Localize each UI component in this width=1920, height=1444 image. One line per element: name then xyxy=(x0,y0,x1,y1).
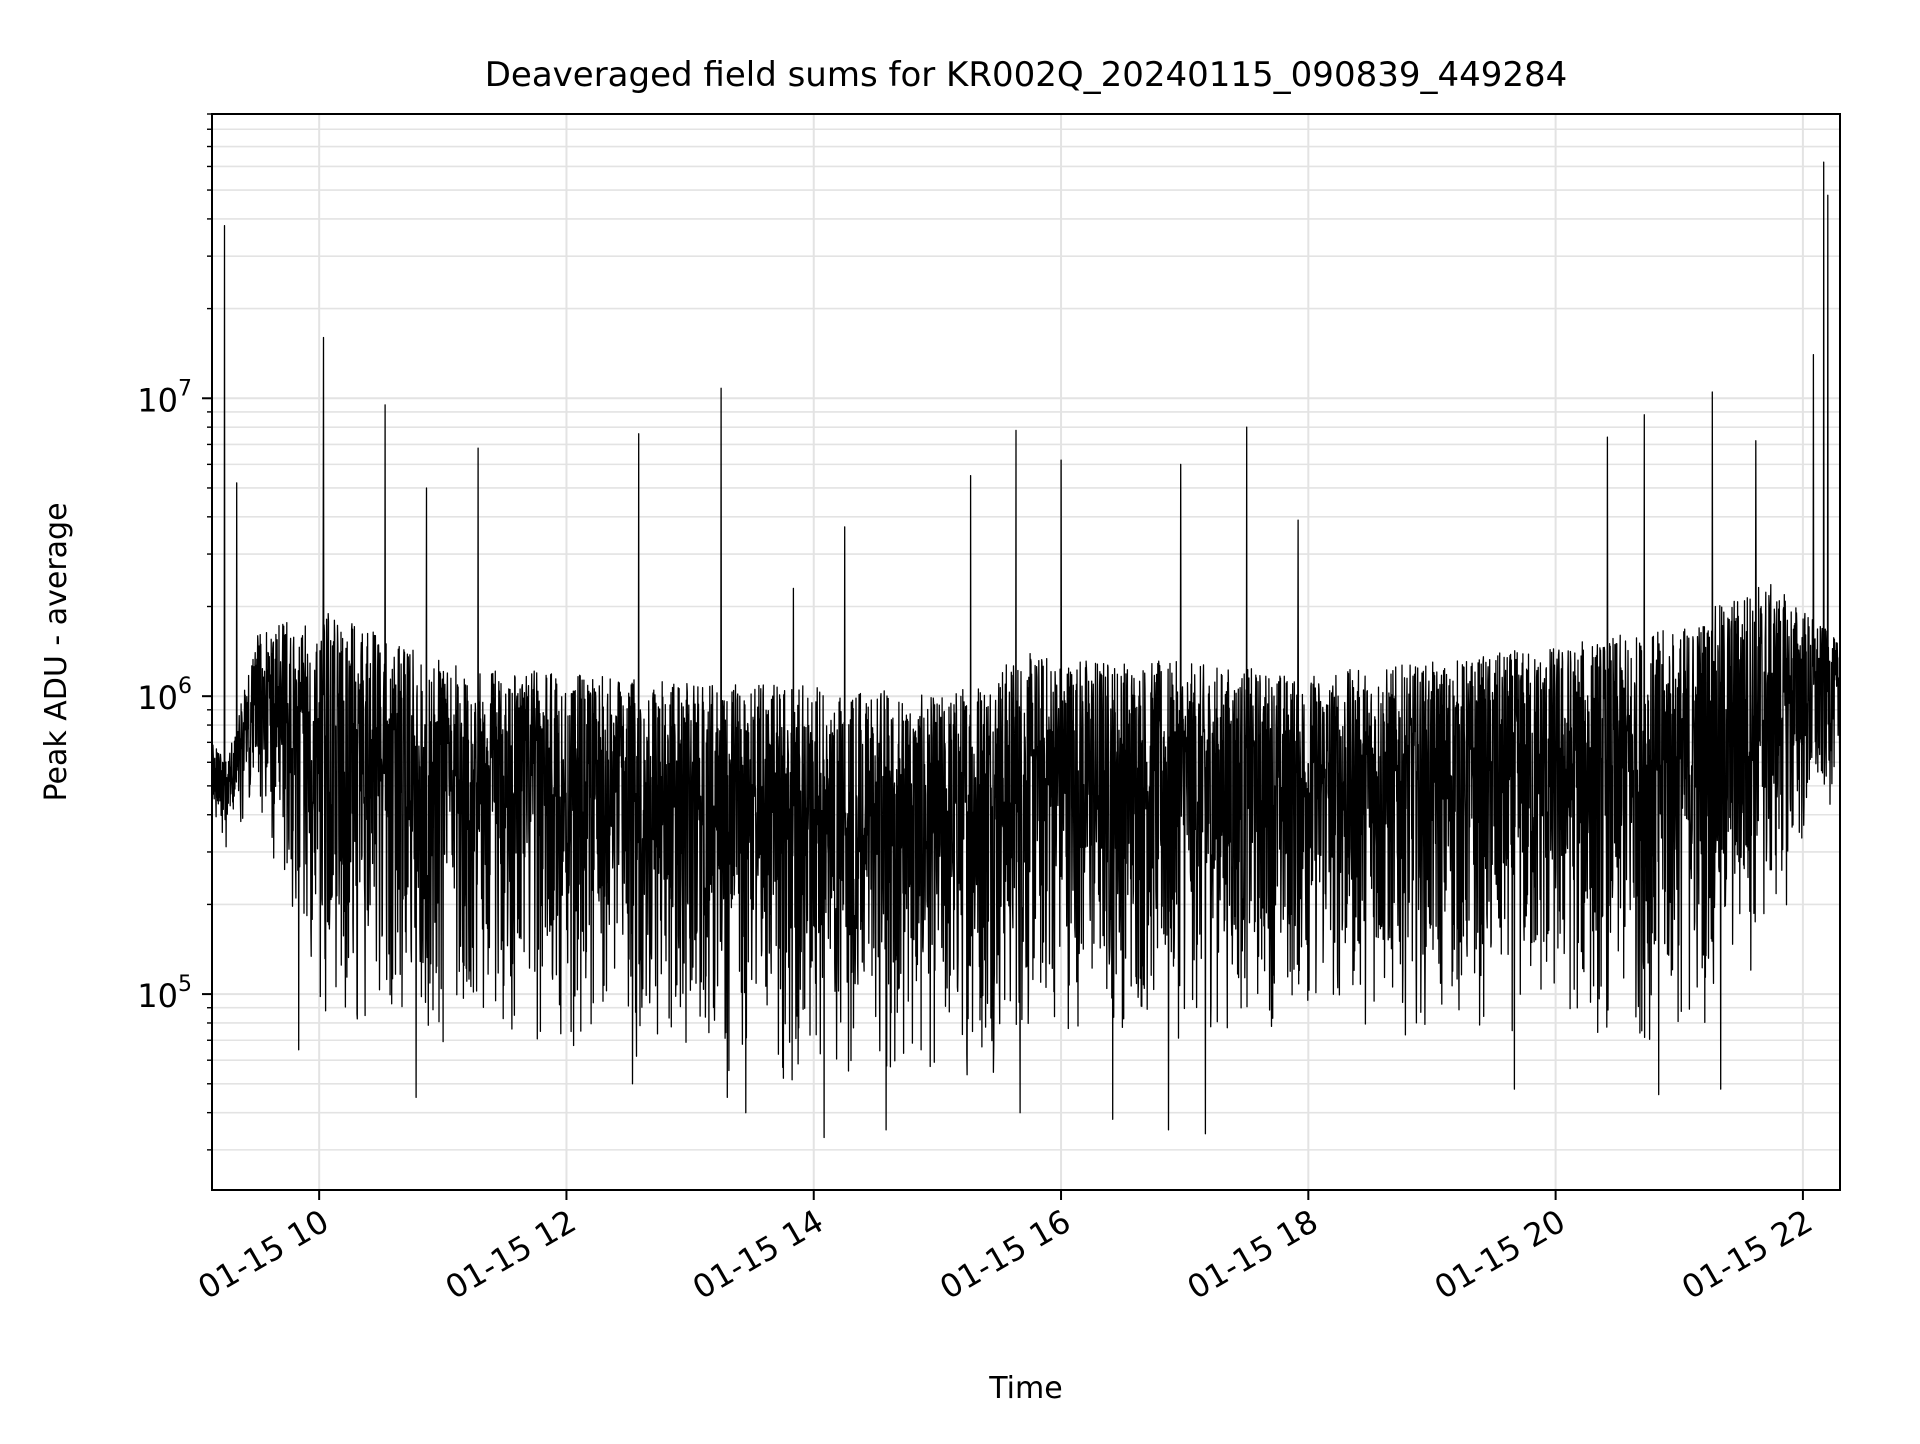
y-tick-label: 107 xyxy=(137,376,192,419)
x-tick-label: 01-15 10 xyxy=(192,1202,336,1307)
y-tick-exponent: 7 xyxy=(178,376,192,401)
y-tick-label: 106 xyxy=(137,674,192,717)
y-tick-base: 10 xyxy=(137,381,178,419)
x-tick-label: 01-15 12 xyxy=(439,1202,583,1307)
data-series xyxy=(211,161,1841,1139)
x-tick-label: 01-15 20 xyxy=(1428,1202,1572,1307)
plot-frame xyxy=(211,113,1841,1191)
series-line xyxy=(211,161,1841,1139)
y-tick-base: 10 xyxy=(137,679,178,717)
y-tick-exponent: 5 xyxy=(178,972,192,997)
chart-title: Deaveraged field sums for KR002Q_2024011… xyxy=(485,55,1568,95)
x-tick-label: 01-15 16 xyxy=(933,1202,1077,1307)
x-axis-ticks: 01-15 10 01-15 12 01-15 14 01-15 16 01-15 18… xyxy=(192,1190,1819,1307)
y-tick-base: 10 xyxy=(137,977,178,1015)
y-tick-exponent: 6 xyxy=(178,674,192,699)
x-axis-label: Time xyxy=(988,1371,1062,1406)
y-axis-label: Peak ADU - average xyxy=(39,502,74,801)
grid xyxy=(212,113,1840,1190)
x-tick-label: 01-15 14 xyxy=(686,1202,830,1307)
y-tick-label: 105 xyxy=(137,972,192,1015)
x-tick-label: 01-15 22 xyxy=(1675,1202,1819,1307)
x-tick-label: 01-15 18 xyxy=(1181,1202,1325,1307)
